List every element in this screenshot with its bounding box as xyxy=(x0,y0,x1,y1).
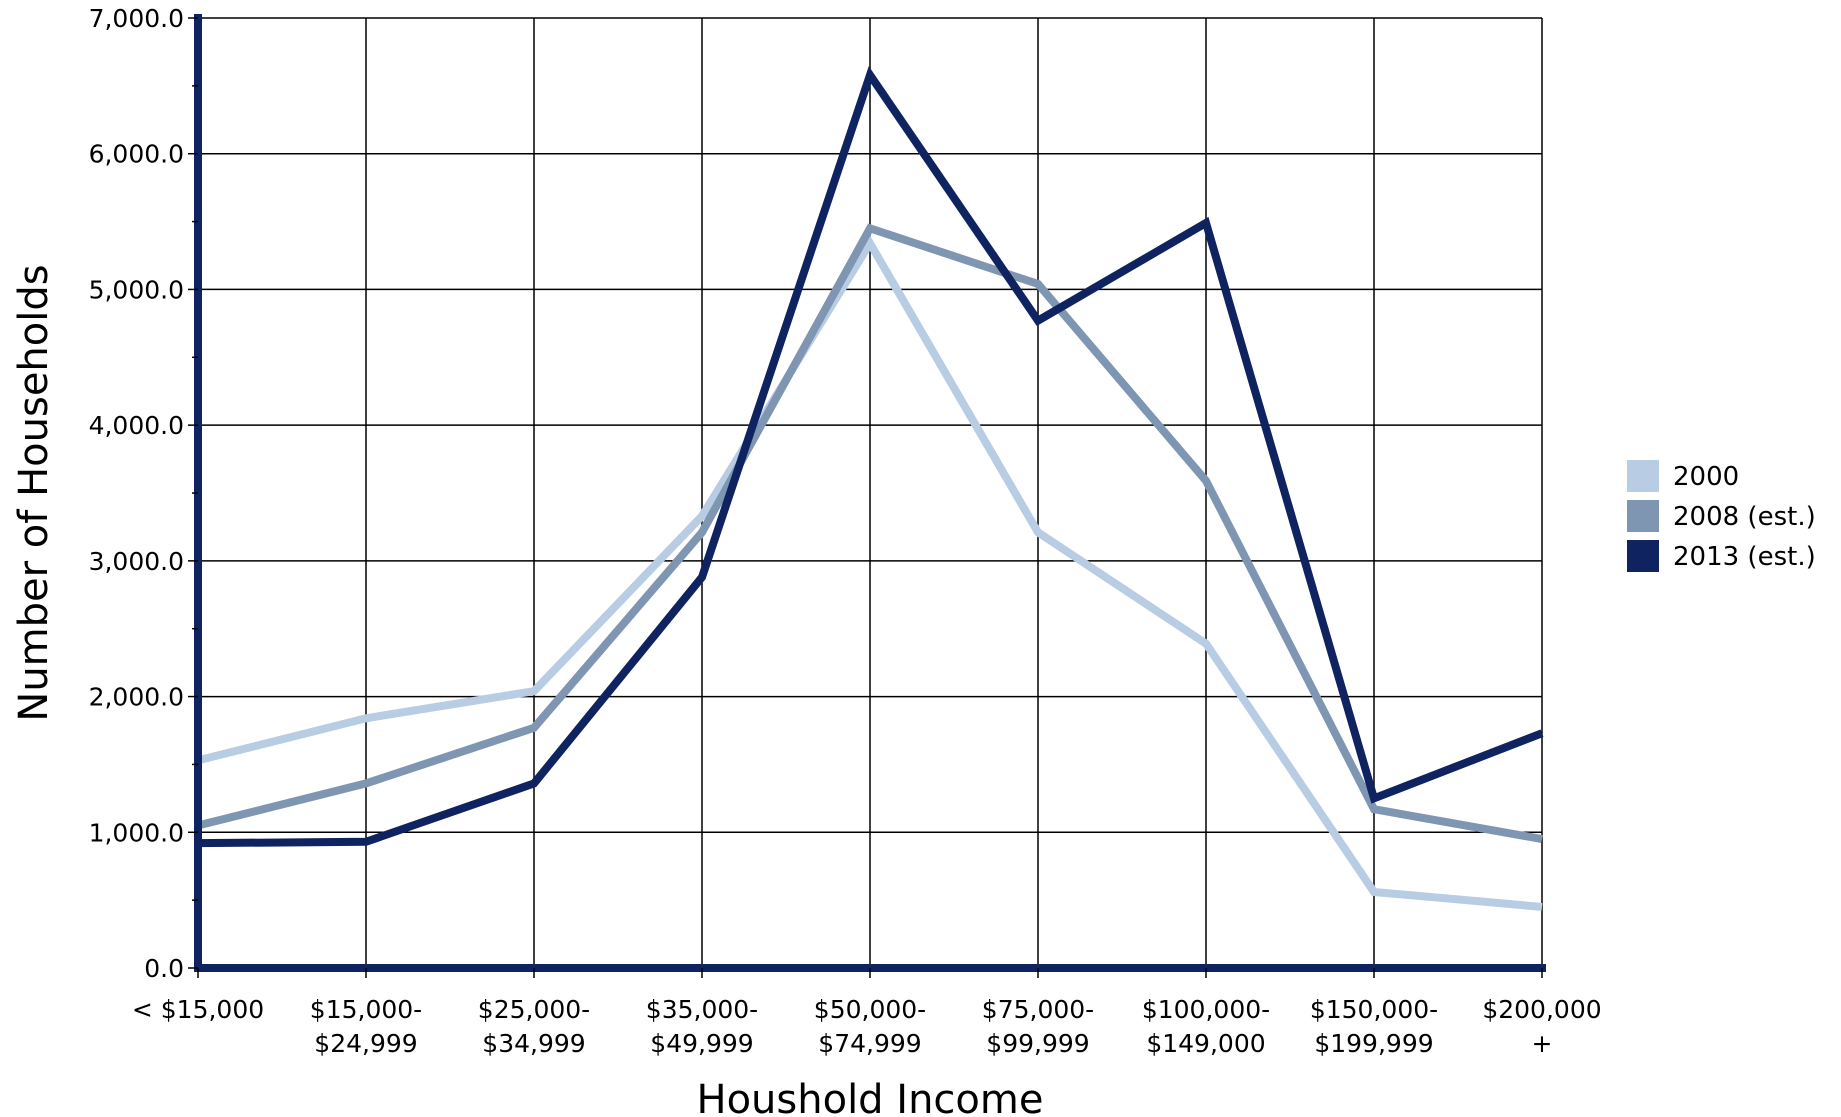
y-tick-label: 3,000.0 xyxy=(89,547,184,576)
x-tick-label: $74,999 xyxy=(818,1029,921,1058)
legend-swatch xyxy=(1627,500,1659,532)
y-tick-label: 0.0 xyxy=(144,954,184,983)
y-tick-label: 6,000.0 xyxy=(89,140,184,169)
gridlines xyxy=(198,17,1543,968)
series-line-3 xyxy=(197,66,1544,848)
y-tick-label: 1,000.0 xyxy=(89,818,184,847)
x-tick-label: $199,999 xyxy=(1314,1029,1433,1058)
y-tick-label: 2,000.0 xyxy=(89,683,184,712)
x-tick-label: $25,000- xyxy=(478,995,590,1024)
y-tick-label: 4,000.0 xyxy=(89,411,184,440)
legend: 2000 2008 (est.) 2013 (est.) xyxy=(1627,460,1816,572)
x-tick-label: $200,000 xyxy=(1482,995,1601,1024)
series-lines xyxy=(197,66,1544,911)
x-tick-label: $149,000 xyxy=(1146,1029,1265,1058)
x-tick-label: $99,999 xyxy=(986,1029,1089,1058)
series-line-2 xyxy=(197,223,1543,844)
x-tick-label: $150,000- xyxy=(1310,995,1438,1024)
legend-label: 2013 (est.) xyxy=(1673,542,1816,572)
legend-label: 2008 (est.) xyxy=(1673,502,1816,532)
legend-label: 2000 xyxy=(1673,462,1739,492)
x-tick-label: $35,000- xyxy=(646,995,758,1024)
x-tick-label: $75,000- xyxy=(982,995,1094,1024)
legend-swatch xyxy=(1627,460,1659,492)
x-tick-label: + xyxy=(1532,1029,1553,1058)
x-tick-label: < $15,000 xyxy=(132,995,264,1024)
x-axis-title: Houshold Income xyxy=(697,1077,1044,1117)
x-tick-label: $49,999 xyxy=(650,1029,753,1058)
y-tick-label: 7,000.0 xyxy=(89,4,184,33)
y-axis-title: Number of Households xyxy=(11,264,57,721)
legend-swatch xyxy=(1627,540,1659,572)
series-line-1 xyxy=(197,235,1543,911)
x-tick-label: $15,000- xyxy=(310,995,422,1024)
x-axis-ticks: < $15,000 $15,000- $24,999 $25,000- $34,999 $… xyxy=(132,968,1602,1058)
x-tick-label: $50,000- xyxy=(814,995,926,1024)
x-tick-label: $100,000- xyxy=(1142,995,1270,1024)
y-tick-label: 5,000.0 xyxy=(89,275,184,304)
y-axis-ticks: 0.0 1,000.0 2,000.0 3,000.0 4,000.0 5,000.0 6,… xyxy=(89,4,198,983)
x-tick-label: $34,999 xyxy=(482,1029,585,1058)
x-tick-label: $24,999 xyxy=(314,1029,417,1058)
